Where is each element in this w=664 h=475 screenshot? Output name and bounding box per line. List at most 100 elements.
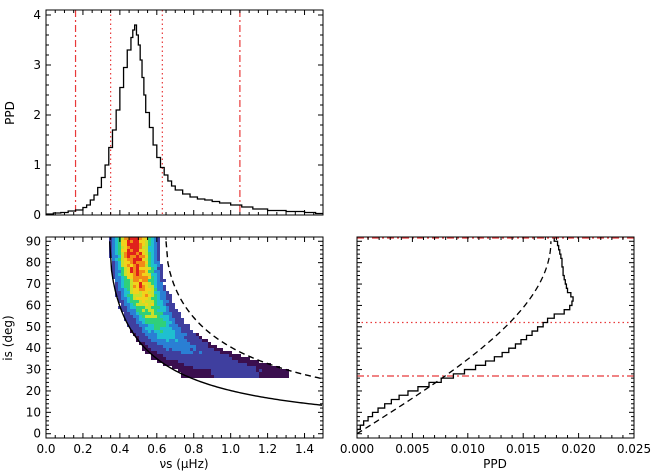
density-cell [265,366,268,369]
density-cell [112,273,115,276]
right-xtick-label-2: 0.010 [451,442,485,456]
density-cell [133,321,136,324]
density-cell [226,372,229,375]
density-cell [202,375,205,378]
density-cell [157,342,160,345]
density-cell [124,279,127,282]
density-cell [262,366,265,369]
density-cell [190,354,193,357]
density-cell [136,300,139,303]
density-cell [142,309,145,312]
density-cell [205,354,208,357]
density-cell [193,357,196,360]
main-xtick-label-0: 0.0 [36,442,55,456]
density-cell [178,321,181,324]
density-cell [157,252,160,255]
density-cell [211,357,214,360]
density-cell [115,264,118,267]
density-cell [148,315,151,318]
density-cell [178,348,181,351]
density-cell [127,294,130,297]
density-cell [136,264,139,267]
density-cell [115,261,118,264]
density-cell [178,336,181,339]
density-cell [130,273,133,276]
density-cell [157,330,160,333]
density-cell [229,366,232,369]
density-cell [199,357,202,360]
density-cell [187,354,190,357]
density-cell [136,282,139,285]
density-cell [205,366,208,369]
density-cell [184,348,187,351]
density-cell [175,315,178,318]
density-cell [142,315,145,318]
density-cell [157,333,160,336]
density-cell [148,333,151,336]
density-cell [217,348,220,351]
density-cell [145,267,148,270]
density-cell [280,369,283,372]
density-cell [187,324,190,327]
density-cell [127,270,130,273]
density-cell [187,366,190,369]
density-cell [271,372,274,375]
density-cell [124,249,127,252]
density-cell [145,336,148,339]
density-cell [112,276,115,279]
density-cell [235,366,238,369]
density-cell [133,237,136,240]
top-panel-frame [45,9,324,216]
density-cell [139,312,142,315]
density-cell [133,294,136,297]
density-cell [163,330,166,333]
density-cell [166,345,169,348]
density-cell [196,357,199,360]
density-cell [157,237,160,240]
density-cell [238,360,241,363]
density-cell [139,336,142,339]
density-cell [145,318,148,321]
density-cell [136,243,139,246]
density-cell [142,324,145,327]
density-cell [184,330,187,333]
density-cell [136,270,139,273]
density-cell [127,258,130,261]
density-cell [118,294,121,297]
density-cell [184,324,187,327]
density-cell [172,336,175,339]
density-cell [133,252,136,255]
density-cell [157,282,160,285]
main-ytick-label-4: 40 [26,341,41,355]
density-cell [148,246,151,249]
density-cell [148,264,151,267]
density-cell [121,243,124,246]
density-cell [238,366,241,369]
density-cell [256,369,259,372]
density-cell [112,240,115,243]
density-cell [214,375,217,378]
density-cell [181,363,184,366]
density-cell [160,285,163,288]
density-cell [226,354,229,357]
density-cell [148,288,151,291]
density-cell [238,369,241,372]
density-cell [145,279,148,282]
density-cell [154,291,157,294]
density-cell [169,357,172,360]
density-cell [160,270,163,273]
density-cell [136,252,139,255]
density-cell [220,348,223,351]
density-cell [163,327,166,330]
density-cell [190,348,193,351]
density-cell [154,309,157,312]
density-cell [190,363,193,366]
density-cell [148,282,151,285]
density-cell [148,279,151,282]
density-cell [169,336,172,339]
main-ytick-label-7: 70 [26,277,41,291]
density-cell [154,351,157,354]
density-cell [151,330,154,333]
density-cell [172,348,175,351]
density-cell [163,351,166,354]
